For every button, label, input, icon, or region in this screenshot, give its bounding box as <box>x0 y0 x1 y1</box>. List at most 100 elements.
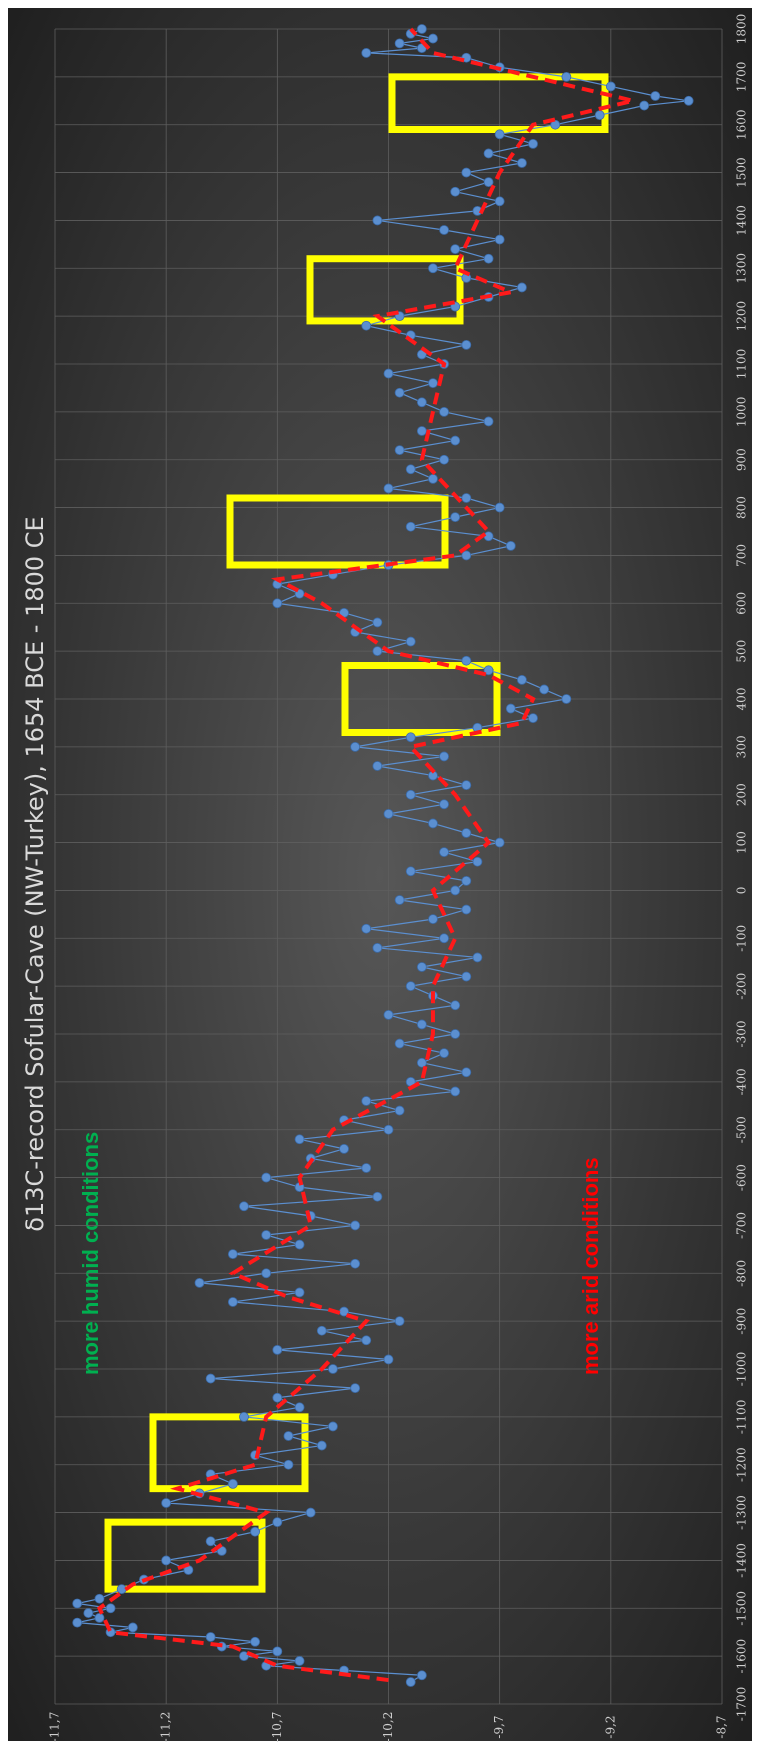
data-point <box>328 1364 338 1374</box>
data-point <box>439 225 449 235</box>
data-point <box>194 1277 205 1288</box>
data-point <box>83 1608 94 1618</box>
highlight-box <box>104 1518 266 1593</box>
data-point <box>461 780 472 791</box>
x-tick-label: -200 <box>735 973 749 1000</box>
data-point <box>683 95 694 106</box>
data-point <box>461 904 472 915</box>
data-point <box>205 1373 216 1384</box>
x-tick-label: -400 <box>735 1068 749 1095</box>
y-tick-label: -11,2 <box>159 1712 173 1743</box>
data-point <box>294 1656 305 1666</box>
data-point <box>316 1325 327 1336</box>
data-point <box>372 1191 383 1202</box>
data-point <box>350 741 361 752</box>
data-point <box>350 1258 361 1269</box>
x-tick-label: 1800 <box>735 14 749 45</box>
data-point <box>416 426 427 436</box>
x-tick-label: 600 <box>735 592 749 615</box>
data-point <box>394 1316 405 1327</box>
data-point <box>316 1440 327 1451</box>
data-point <box>372 761 383 771</box>
x-tick-label: -900 <box>735 1308 749 1335</box>
data-point <box>161 1555 172 1566</box>
y-tick-label: -10,7 <box>270 1712 284 1743</box>
data-point <box>239 1651 249 1662</box>
data-point <box>361 1163 372 1173</box>
x-tick-label: 200 <box>735 783 749 806</box>
data-point <box>383 808 394 819</box>
data-point <box>339 1143 349 1154</box>
data-point <box>494 502 505 513</box>
data-point <box>350 1383 361 1394</box>
data-point <box>461 655 472 666</box>
x-tick-label: 1300 <box>735 253 749 284</box>
data-point <box>461 1067 472 1078</box>
data-point <box>483 531 494 542</box>
data-point <box>72 1617 83 1628</box>
y-tick-label: -9,2 <box>603 1715 617 1738</box>
data-point <box>250 1526 261 1537</box>
chart-title: δ13C-record Sofular-Cave (NW-Turkey), 16… <box>21 516 49 1231</box>
data-point <box>239 1201 249 1212</box>
data-point <box>94 1612 105 1623</box>
data-point <box>439 847 449 858</box>
annotation: more humid conditions <box>78 1132 103 1375</box>
data-point <box>428 33 438 44</box>
x-tick-label: -600 <box>735 1164 749 1191</box>
data-point <box>127 1622 138 1633</box>
x-tick-label: -800 <box>735 1260 749 1287</box>
x-tick-label: 400 <box>735 688 749 711</box>
data-point <box>394 1038 405 1049</box>
highlight-box <box>149 1413 309 1493</box>
data-point <box>161 1498 172 1508</box>
data-point <box>450 512 461 523</box>
data-point <box>450 885 461 896</box>
highlight-box <box>341 662 501 736</box>
x-tick-label: 100 <box>735 831 749 854</box>
data-point <box>250 1636 261 1647</box>
data-point <box>505 540 516 551</box>
data-point <box>439 454 449 465</box>
x-tick-label: 1600 <box>735 109 749 140</box>
data-point <box>383 1354 394 1365</box>
data-point <box>439 406 449 417</box>
data-point <box>294 1287 305 1298</box>
x-tick-label: -1400 <box>735 1543 749 1578</box>
x-tick-label: 1100 <box>735 349 749 380</box>
data-point <box>383 1124 394 1135</box>
data-point <box>372 617 383 628</box>
data-point <box>383 483 394 494</box>
data-point <box>517 158 527 168</box>
data-point <box>550 119 561 130</box>
data-point <box>472 856 483 867</box>
y-tick-label: -11,7 <box>48 1712 62 1743</box>
data-point <box>483 416 494 427</box>
data-point <box>350 1220 361 1231</box>
x-tick-label: 1400 <box>735 205 749 236</box>
data-point <box>450 1000 461 1011</box>
data-point <box>361 1335 372 1346</box>
data-point <box>405 464 416 475</box>
y-tick-label: -8,7 <box>715 1715 729 1738</box>
data-point <box>461 828 472 838</box>
data-point <box>561 71 572 82</box>
data-point <box>405 521 416 532</box>
data-point <box>450 1086 461 1097</box>
data-point <box>483 148 494 159</box>
data-point <box>227 1249 238 1260</box>
data-point <box>450 435 461 446</box>
data-point <box>461 167 472 178</box>
y-tick-label: -10,2 <box>381 1712 395 1743</box>
data-point <box>405 636 416 647</box>
data-point <box>227 1478 238 1489</box>
data-point <box>416 962 427 972</box>
data-point <box>294 1402 305 1413</box>
data-line <box>77 28 689 1683</box>
x-tick-label: 1000 <box>735 397 749 428</box>
data-point <box>483 177 494 188</box>
data-point <box>517 282 527 293</box>
x-tick-label: -1000 <box>735 1352 749 1387</box>
x-tick-label: 700 <box>735 544 749 567</box>
x-tick-label: 1700 <box>735 62 749 93</box>
